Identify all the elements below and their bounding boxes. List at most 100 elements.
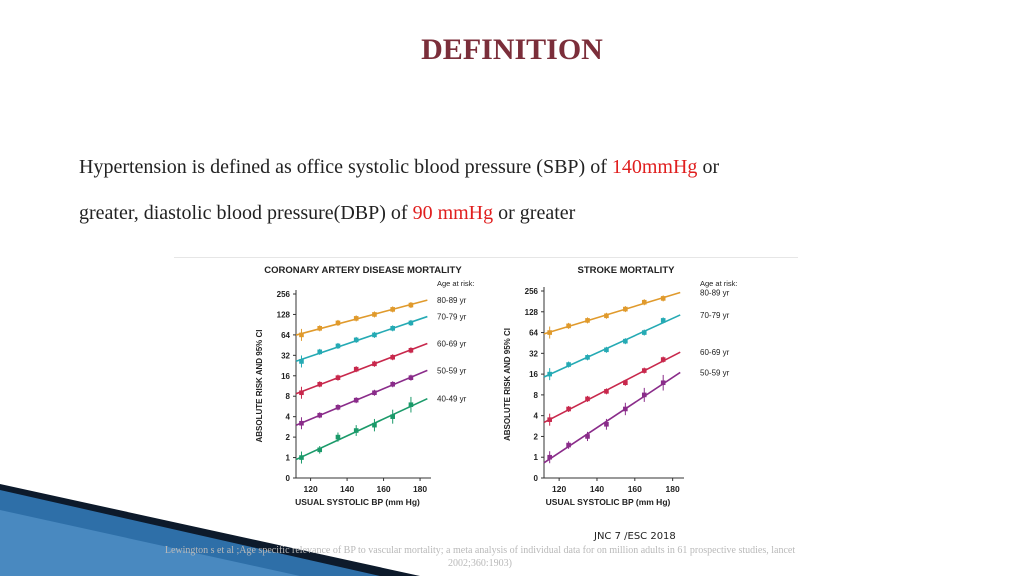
y-tick-label: 128 xyxy=(525,308,539,317)
data-point xyxy=(547,417,552,422)
y-tick-label: 4 xyxy=(286,413,291,422)
legend-title: Age at risk: xyxy=(437,279,475,288)
data-point xyxy=(408,402,414,408)
legend-entry: 70-79 yr xyxy=(437,313,467,322)
data-point xyxy=(372,390,377,396)
data-point xyxy=(566,406,571,412)
data-point xyxy=(566,362,571,367)
data-point xyxy=(390,354,395,360)
data-point xyxy=(660,380,666,386)
data-point xyxy=(623,338,628,344)
data-point xyxy=(585,355,590,360)
trend-line-70-79-yr xyxy=(543,314,681,378)
trend-line-70-79-yr xyxy=(295,315,428,362)
data-point xyxy=(641,330,647,335)
legend-entry: 50-59 yr xyxy=(437,366,467,375)
data-point xyxy=(317,381,323,387)
x-tick-label: 120 xyxy=(304,484,318,494)
data-point xyxy=(390,414,395,419)
data-point xyxy=(623,406,628,412)
trend-line-80-89-yr xyxy=(543,291,681,335)
y-tick-label: 2 xyxy=(534,432,539,441)
legend-entry: 60-69 yr xyxy=(437,340,467,349)
data-point xyxy=(547,454,552,460)
decor-light-wedge xyxy=(0,510,300,576)
data-point xyxy=(390,307,395,312)
data-point xyxy=(408,302,414,308)
trend-line-40-49-yr xyxy=(295,397,428,461)
data-point xyxy=(299,390,304,396)
data-point xyxy=(372,312,377,317)
data-point xyxy=(547,371,552,377)
x-tick-label: 180 xyxy=(666,484,680,494)
trend-line-50-59-yr xyxy=(543,371,681,464)
citation-line-2: 2002;360:1903) xyxy=(448,558,512,569)
data-point xyxy=(390,326,395,331)
citation-line-1: Lewington s et al ;Age specific relevanc… xyxy=(164,545,796,556)
x-tick-label: 160 xyxy=(628,484,642,494)
data-point xyxy=(641,299,647,305)
trend-line-50-59-yr xyxy=(295,369,428,426)
legend-entry: 60-69 yr xyxy=(700,348,730,357)
data-point xyxy=(408,375,414,380)
data-point xyxy=(604,347,609,353)
y-tick-label: 64 xyxy=(281,331,290,340)
data-point xyxy=(353,428,359,433)
y-tick-label: 1 xyxy=(534,453,539,462)
y-tick-label: 32 xyxy=(281,351,290,360)
definition-text: Hypertension is defined as office systol… xyxy=(79,156,612,178)
chart-title: CORONARY ARTERY DISEASE MORTALITY xyxy=(264,265,462,276)
data-point xyxy=(372,422,377,428)
data-point xyxy=(604,313,609,319)
definition-text: or greater xyxy=(493,202,576,224)
y-tick-label: 64 xyxy=(529,329,538,338)
mortality-charts: CORONARY ARTERY DISEASE MORTALITY0124816… xyxy=(255,265,738,507)
legend-entry: 50-59 yr xyxy=(700,368,730,377)
trend-line-60-69-yr xyxy=(295,342,428,395)
data-point xyxy=(408,320,414,326)
data-point xyxy=(566,442,571,448)
data-point xyxy=(623,380,628,386)
slide-title: DEFINITION xyxy=(421,33,603,66)
y-tick-label: 0 xyxy=(286,474,291,483)
trend-line-60-69-yr xyxy=(543,351,681,424)
data-point xyxy=(585,318,590,323)
y-tick-label: 2 xyxy=(286,433,291,442)
y-tick-label: 8 xyxy=(534,391,539,400)
legend-entry: 80-89 yr xyxy=(700,288,730,297)
data-point xyxy=(317,326,323,331)
dbp-threshold: 90 mmHg xyxy=(412,202,494,224)
data-point xyxy=(585,396,590,402)
data-point xyxy=(604,389,609,394)
source-tag: JNC 7 /ESC 2018 xyxy=(594,531,676,542)
data-point xyxy=(372,332,377,338)
data-point xyxy=(335,320,341,326)
y-tick-label: 8 xyxy=(286,392,291,401)
data-point xyxy=(335,375,341,380)
y-tick-label: 256 xyxy=(525,287,539,296)
y-tick-label: 0 xyxy=(534,474,539,483)
x-axis-label: USUAL SYSTOLIC BP (mm Hg) xyxy=(546,497,671,507)
y-tick-label: 256 xyxy=(277,290,291,299)
y-tick-label: 16 xyxy=(529,370,538,379)
x-axis-label: USUAL SYSTOLIC BP (mm Hg) xyxy=(295,497,420,507)
data-point xyxy=(660,318,666,323)
y-axis-label: ABSOLUTE RISK AND 95% CI xyxy=(255,329,264,442)
legend-entry: 70-79 yr xyxy=(700,311,730,320)
data-point xyxy=(641,392,647,398)
chart-title: STROKE MORTALITY xyxy=(578,265,676,276)
y-tick-label: 1 xyxy=(286,454,291,463)
legend-entry: 80-89 yr xyxy=(437,296,467,305)
data-point xyxy=(353,397,359,403)
data-point xyxy=(335,343,341,349)
y-tick-label: 16 xyxy=(281,372,290,381)
y-tick-label: 128 xyxy=(277,310,291,319)
x-tick-label: 140 xyxy=(590,484,604,494)
data-point xyxy=(299,359,304,364)
legend-title: Age at risk: xyxy=(700,279,738,288)
data-point xyxy=(566,323,571,329)
data-point xyxy=(299,420,304,426)
definition-line-1: Hypertension is defined as office systol… xyxy=(79,156,979,179)
data-point xyxy=(335,434,341,440)
data-point xyxy=(299,332,304,338)
